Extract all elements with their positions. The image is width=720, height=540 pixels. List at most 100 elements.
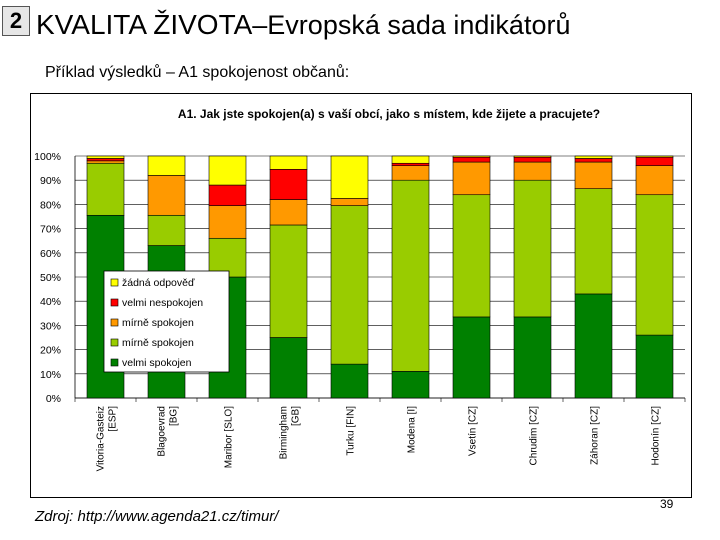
x-category-label: Chrudim [CZ] — [529, 406, 540, 466]
legend-label: mírně spokojen — [122, 337, 194, 349]
bar-segment — [330, 205, 369, 365]
x-category-label: Vsetín [CZ] — [468, 406, 479, 456]
legend-swatch — [110, 278, 119, 287]
slide-title-main: KVALITA ŽIVOTA — [36, 9, 253, 40]
bar-segment — [391, 155, 430, 164]
bar-segment — [452, 316, 491, 399]
x-category-label-line: Záhoran [CZ] — [590, 406, 601, 465]
bar-segment — [513, 316, 552, 399]
x-category-label-line: Hodonín [CZ] — [651, 406, 662, 466]
y-tick-label: 0% — [46, 393, 61, 405]
x-category-label: Birmingham [GB] — [279, 406, 302, 460]
bar-segment — [147, 155, 186, 176]
bar-segment — [513, 161, 552, 181]
bar-segment — [513, 179, 552, 318]
x-category-label-line: Birmingham — [279, 406, 290, 459]
x-category-label: Hodonín [CZ] — [651, 406, 662, 466]
bar-segment — [391, 162, 430, 166]
bar-segment — [391, 179, 430, 372]
bar-segment — [452, 155, 491, 158]
bar-segment — [452, 156, 491, 163]
x-category-label-line: Modena [I] — [407, 406, 418, 453]
x-category-label: Maribor [SLO] — [224, 406, 235, 468]
legend-swatch — [110, 338, 119, 347]
bar-segment — [208, 205, 247, 239]
slide-subtitle: Příklad výsledků – A1 spokojenost občanů… — [45, 64, 350, 81]
bar-segment — [330, 198, 369, 206]
bar-segment — [574, 161, 613, 189]
x-category-label: Turku [FIN] — [346, 406, 357, 456]
bar-segment — [330, 363, 369, 399]
x-category-label-line: Chrudim [CZ] — [529, 406, 540, 466]
y-tick-label: 100% — [34, 151, 61, 163]
legend-label: velmi nespokojen — [122, 297, 203, 309]
chart-title: A1. Jak jste spokojen(a) s vaší obcí, ja… — [178, 107, 600, 121]
bar-segment — [574, 155, 613, 159]
bar-segment — [147, 175, 186, 216]
slide-title: KVALITA ŽIVOTA–Evropská sada indikátorů — [36, 8, 570, 42]
bar-segment — [208, 184, 247, 206]
bar-segment — [269, 199, 308, 226]
x-category-label-line: Turku [FIN] — [346, 406, 357, 456]
y-tick-label: 50% — [40, 272, 61, 284]
bar-segment — [574, 293, 613, 399]
bar-segment — [635, 165, 674, 196]
bar-segment — [635, 194, 674, 336]
bar-segment — [269, 224, 308, 338]
legend-swatch — [110, 298, 119, 307]
bar-segment — [513, 155, 552, 158]
bar-segment — [86, 158, 125, 162]
bar-segment — [86, 162, 125, 216]
bar-segment — [391, 371, 430, 399]
x-category-label-line: Maribor [SLO] — [224, 406, 235, 468]
x-category-label-line: Vitoria-Gasteiz — [96, 406, 107, 471]
bar-segment — [513, 156, 552, 163]
chart-container: A1. Jak jste spokojen(a) s vaší obcí, ja… — [30, 93, 692, 498]
bar-segment — [635, 334, 674, 399]
legend-label: žádná odpověď — [122, 277, 195, 289]
bar-segment — [86, 155, 125, 159]
bar-segment — [147, 214, 186, 246]
x-category-label-line: [BG] — [169, 406, 180, 426]
bar-segment — [208, 155, 247, 186]
y-tick-label: 60% — [40, 248, 61, 260]
x-category-label-line: Vsetín [CZ] — [468, 406, 479, 456]
bar-segment — [330, 155, 369, 199]
bar-segment — [574, 158, 613, 163]
x-category-label: Vitoria-Gasteiz [ESP] — [96, 406, 119, 472]
bar-segment — [574, 188, 613, 295]
y-tick-label: 30% — [40, 320, 61, 332]
legend-label: mírně spokojen — [122, 317, 194, 329]
bar-segment — [635, 156, 674, 166]
x-category-label: Blagoevrad [BG] — [157, 406, 180, 457]
x-category-label: Modena [I] — [407, 406, 418, 453]
bar-segment — [86, 160, 125, 164]
legend-label: velmi spokojen — [122, 357, 192, 369]
y-tick-label: 20% — [40, 345, 61, 357]
bar-segment — [208, 237, 247, 278]
y-tick-label: 40% — [40, 296, 61, 308]
legend-swatch — [110, 358, 119, 367]
slide-number-badge: 2 — [2, 6, 30, 36]
y-tick-label: 10% — [40, 369, 61, 381]
page-number: 39 — [660, 497, 674, 511]
y-tick-label: 70% — [40, 224, 61, 236]
bar-segment — [269, 169, 308, 200]
legend-box — [103, 270, 230, 373]
bar-segment — [391, 165, 430, 181]
slide-title-rest: –Evropská sada indikátorů — [252, 10, 571, 40]
x-category-label: Záhoran [CZ] — [590, 406, 601, 465]
bar-segment — [269, 337, 308, 399]
y-tick-label: 90% — [40, 175, 61, 187]
bar-segment — [452, 194, 491, 318]
y-tick-label: 80% — [40, 199, 61, 211]
bar-segment — [452, 161, 491, 196]
legend-swatch — [110, 318, 119, 327]
bar-segment — [635, 155, 674, 158]
stacked-bar-chart: A1. Jak jste spokojen(a) s vaší obcí, ja… — [34, 107, 686, 472]
x-category-label-line: [GB] — [291, 406, 302, 426]
x-category-label-line: [ESP] — [108, 406, 119, 432]
x-category-label-line: Blagoevrad — [157, 406, 168, 457]
source-note: Zdroj: http://www.agenda21.cz/timur/ — [35, 508, 279, 525]
bar-segment — [269, 155, 308, 170]
